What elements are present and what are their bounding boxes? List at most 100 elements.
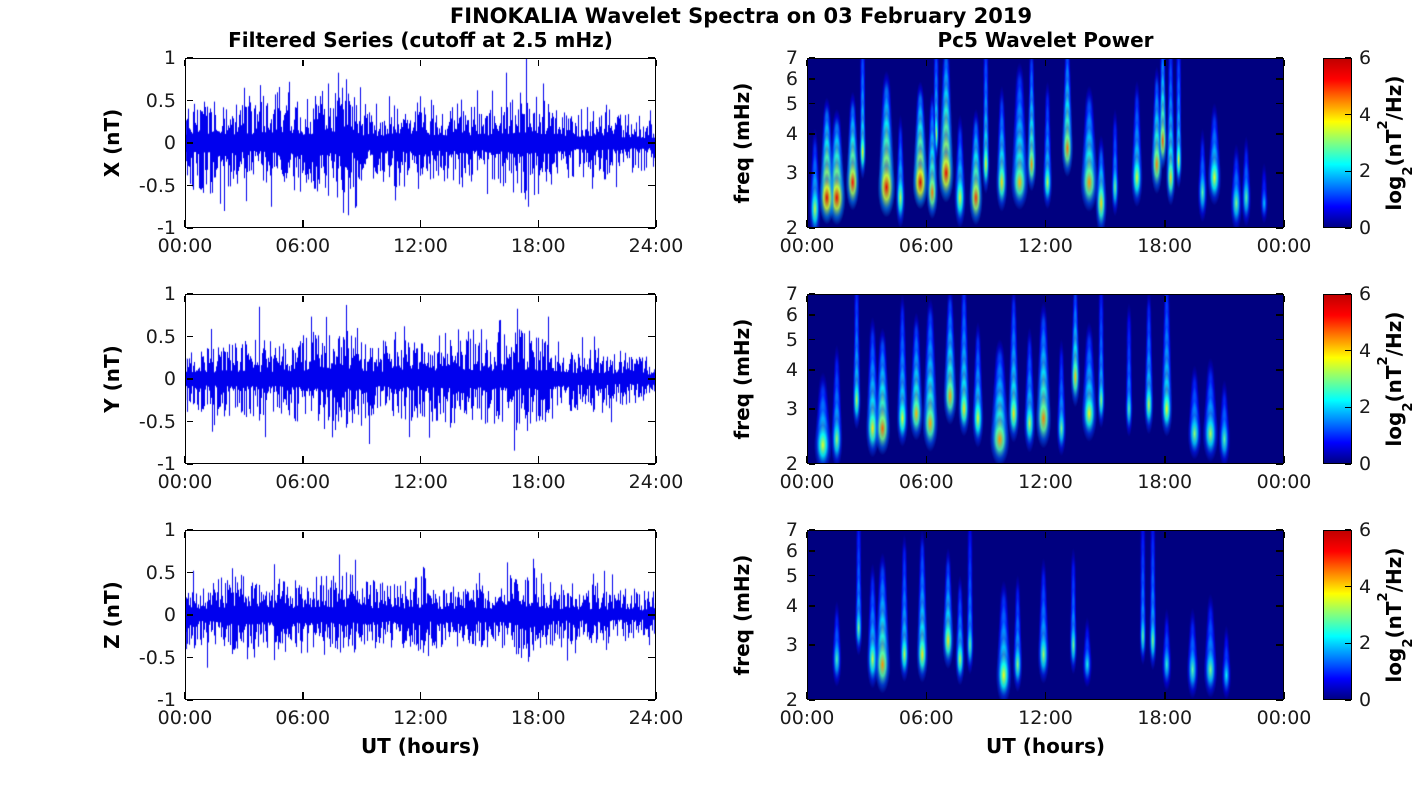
spectrogram-panel-z — [807, 530, 1284, 700]
tick-mark — [1276, 78, 1283, 80]
tick-mark — [648, 699, 655, 701]
tick-mark — [1345, 293, 1351, 295]
tick-mark — [302, 692, 304, 699]
tick-mark — [925, 59, 927, 66]
x-tick-label: 12:00 — [1018, 235, 1073, 257]
tick-mark — [808, 227, 815, 229]
x-tick-label: 00:00 — [157, 707, 213, 729]
tick-mark — [186, 614, 193, 616]
y-tick-label: 4 — [785, 594, 798, 617]
tick-mark — [302, 220, 304, 227]
tick-mark — [648, 142, 655, 144]
colorbar-axis-label-top: log2(nT2/Hz) — [1375, 75, 1416, 211]
tick-mark — [808, 605, 815, 607]
tick-mark — [808, 78, 815, 80]
y-tick-label: 4 — [785, 122, 798, 145]
tick-mark — [648, 57, 655, 59]
tick-mark — [1345, 57, 1351, 59]
tick-mark — [806, 295, 808, 302]
tick-mark — [925, 220, 927, 227]
x-tick-label: 12:00 — [393, 235, 448, 257]
x-tick-label: 00:00 — [1256, 707, 1312, 729]
y-tick-label: 2 — [785, 217, 798, 239]
tick-mark — [1044, 59, 1047, 66]
tick-mark — [1283, 220, 1285, 227]
colorbar-tick-label: 4 — [1359, 339, 1372, 362]
colorbar-tick-label: 2 — [1359, 632, 1372, 655]
x-tick-label: 12:00 — [393, 707, 448, 729]
tick-mark — [1345, 349, 1351, 352]
y-tick-label: 2 — [785, 689, 798, 711]
x-tick-label: 06:00 — [898, 707, 954, 729]
colorbar-tick-label: 4 — [1359, 575, 1372, 598]
spectrogram-panel-x — [807, 58, 1284, 228]
x-tick-label: 00:00 — [157, 471, 213, 493]
tick-mark — [648, 571, 655, 574]
tick-mark — [808, 338, 815, 341]
x-tick-label: 18:00 — [510, 235, 566, 257]
tick-mark — [648, 529, 655, 531]
tick-mark — [1164, 220, 1166, 227]
tick-mark — [186, 699, 193, 701]
tick-mark — [1345, 406, 1351, 409]
freq-axis-label-middle: freq (mHz) — [730, 318, 754, 440]
tick-mark — [808, 133, 815, 135]
y-tick-label: 3 — [785, 633, 798, 656]
tick-mark — [1345, 113, 1351, 116]
tick-mark — [806, 692, 808, 699]
y-tick-label: -1 — [157, 217, 176, 239]
y-tick-label: 5 — [785, 564, 798, 587]
timeseries-plot-z — [185, 530, 656, 700]
y-tick-label: 0 — [163, 132, 176, 154]
x-tick-label: 18:00 — [1137, 235, 1193, 257]
tick-mark — [537, 59, 539, 66]
spectrogram-panel-y — [807, 294, 1284, 464]
freq-axis-label-top: freq (mHz) — [730, 82, 754, 204]
tick-mark — [1276, 133, 1283, 135]
x-tick-label: 24:00 — [628, 235, 684, 257]
colorbar-axis-label-bottom: log2(nT2/Hz) — [1375, 547, 1416, 683]
tick-mark — [186, 420, 193, 423]
freq-axis-label-bottom: freq (mHz) — [730, 554, 754, 676]
right-column-title: Pc5 Wavelet Power — [937, 28, 1154, 52]
y-tick-label: 6 — [785, 303, 798, 326]
tick-mark — [1164, 692, 1166, 699]
x-axis-label-left: UT (hours) — [360, 734, 481, 758]
tick-mark — [806, 220, 808, 227]
tick-mark — [1044, 692, 1047, 699]
tick-mark — [1164, 531, 1166, 538]
tick-mark — [655, 220, 657, 227]
tick-mark — [648, 378, 655, 380]
timeseries-panel-z — [185, 530, 656, 700]
tick-mark — [1164, 295, 1166, 302]
tick-mark — [806, 456, 808, 463]
colorbar-tick-label: 4 — [1359, 103, 1372, 126]
tick-mark — [537, 295, 539, 302]
tick-mark — [1345, 585, 1351, 588]
tick-mark — [537, 456, 539, 463]
y-tick-label: 1 — [163, 47, 176, 69]
y-tick-label: 5 — [785, 92, 798, 115]
tick-mark — [808, 172, 815, 174]
x-tick-label: 00:00 — [779, 707, 835, 729]
colorbar-tick-label: 0 — [1359, 689, 1372, 711]
tick-mark — [808, 369, 815, 371]
tick-mark — [648, 184, 655, 187]
x-tick-label: 12:00 — [393, 471, 448, 493]
tick-mark — [925, 531, 927, 538]
tick-mark — [1276, 57, 1283, 59]
tick-mark — [1276, 699, 1283, 701]
tick-mark — [1164, 59, 1166, 66]
tick-mark — [184, 295, 186, 302]
tick-mark — [1276, 227, 1283, 229]
tick-mark — [1283, 59, 1285, 66]
tick-mark — [808, 57, 815, 59]
tick-mark — [1276, 338, 1283, 341]
tick-mark — [1276, 574, 1283, 577]
tick-mark — [186, 57, 193, 59]
tick-mark — [302, 295, 304, 302]
tick-mark — [184, 220, 186, 227]
tick-mark — [1345, 642, 1351, 645]
x-tick-label: 06:00 — [898, 235, 954, 257]
tick-mark — [1276, 408, 1283, 410]
